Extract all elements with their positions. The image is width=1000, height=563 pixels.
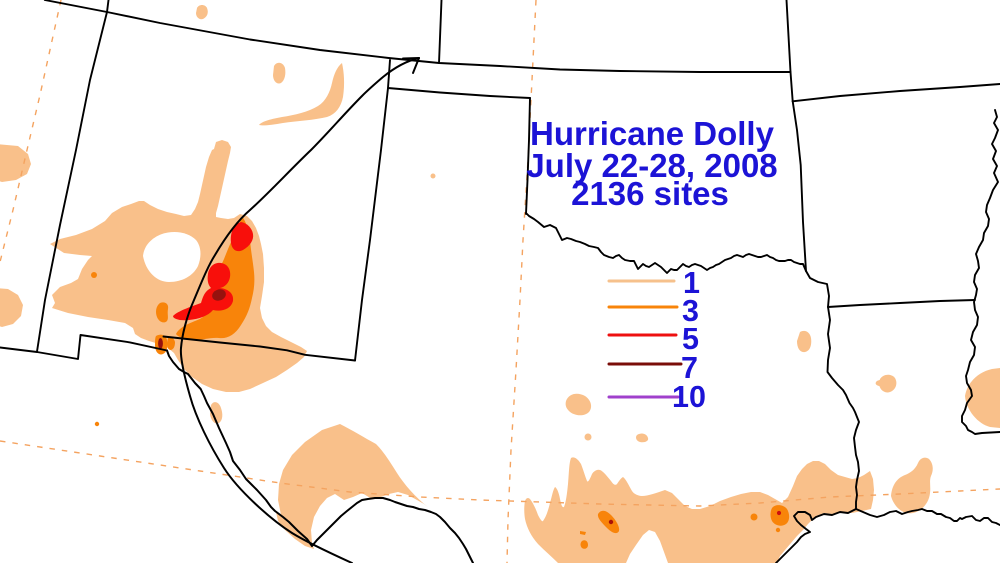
svg-text:7: 7 xyxy=(681,351,698,385)
svg-text:July 22-28, 2008: July 22-28, 2008 xyxy=(526,147,777,184)
svg-text:2136 sites: 2136 sites xyxy=(571,175,729,212)
svg-text:10: 10 xyxy=(672,380,706,414)
svg-text:5: 5 xyxy=(682,322,699,356)
svg-text:1: 1 xyxy=(683,266,700,300)
svg-text:3: 3 xyxy=(682,294,699,328)
svg-text:Hurricane Dolly: Hurricane Dolly xyxy=(530,115,775,152)
